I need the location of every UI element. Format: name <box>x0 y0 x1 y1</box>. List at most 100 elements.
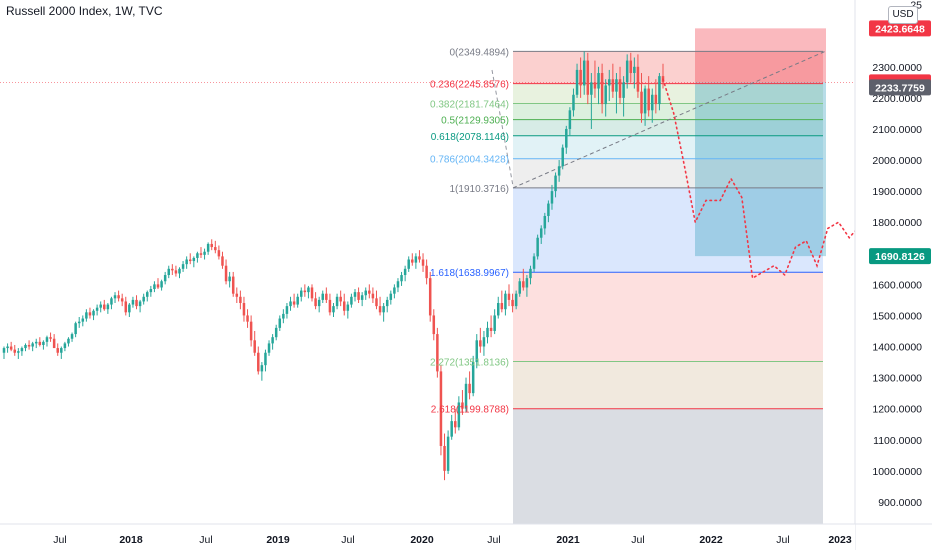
fib-label: 2.618(1199.8788) <box>431 405 509 416</box>
price-tick-label: 1000.0000 <box>872 466 922 478</box>
candle-body <box>568 110 572 129</box>
time-tick-label: Jul <box>487 534 500 546</box>
candle-body <box>654 94 658 105</box>
candle-body <box>425 265 428 279</box>
candle-body <box>507 293 511 300</box>
fib-label: 0.618(2078.1146) <box>431 132 509 143</box>
candle-body <box>285 306 289 314</box>
candle-body <box>647 88 650 111</box>
candle-body <box>278 318 282 328</box>
candle-body <box>532 256 536 269</box>
candle-body <box>149 289 153 293</box>
price-tick-label: 1600.0000 <box>872 279 922 291</box>
fib-bands <box>513 51 823 524</box>
candle-body <box>464 383 468 409</box>
candle-body <box>403 268 407 276</box>
candle-body <box>206 243 210 252</box>
candle-body <box>135 299 138 307</box>
candle-body <box>618 79 622 98</box>
candle-body <box>511 299 514 307</box>
candle-body <box>310 287 314 299</box>
fib-anchor-line <box>491 69 514 187</box>
candle-body <box>92 310 95 316</box>
candle-body <box>142 296 145 302</box>
trend-lines <box>0 50 855 189</box>
candle-body <box>378 306 382 313</box>
price-tick-label: 1200.0000 <box>872 404 922 416</box>
candle-body <box>253 340 256 353</box>
fib-band <box>513 158 823 188</box>
time-tick-label: Jul <box>341 534 354 546</box>
position-tool <box>695 28 826 257</box>
candle-body <box>260 365 264 372</box>
candle-body <box>432 315 436 335</box>
candle-body <box>561 147 564 167</box>
candle-body <box>185 259 188 265</box>
candle-body <box>611 79 615 92</box>
candle-body <box>604 85 607 105</box>
candle-body <box>461 402 464 409</box>
candle-body <box>471 362 475 394</box>
candle-body <box>9 346 13 350</box>
candle-body <box>106 304 110 310</box>
candles <box>2 51 665 481</box>
candle-body <box>436 334 439 372</box>
price-tick-label: 900.0000 <box>878 497 922 509</box>
candle-body <box>146 292 149 297</box>
candle-body <box>321 293 325 300</box>
candle-body <box>103 304 106 310</box>
candle-body <box>421 259 425 266</box>
candle-body <box>658 76 661 105</box>
candle-body <box>178 268 181 274</box>
candle-body <box>590 82 593 95</box>
candle-body <box>428 278 432 316</box>
currency-button[interactable]: USD <box>888 6 918 24</box>
time-tick-label: 2018 <box>119 534 143 546</box>
candle-body <box>267 343 271 353</box>
candle-body <box>350 296 353 305</box>
candle-body <box>303 290 307 293</box>
fib-band <box>513 51 823 84</box>
candle-body <box>214 247 217 251</box>
price-tick-label: 2000.0000 <box>872 155 922 167</box>
candle-body <box>24 344 27 349</box>
price-tag-label: 2233.7759 <box>875 82 925 94</box>
candle-body <box>113 295 117 299</box>
candle-body <box>640 91 643 114</box>
candle-body <box>385 299 389 307</box>
candle-body <box>124 301 128 313</box>
candle-body <box>188 259 192 262</box>
fib-lines <box>513 50 823 410</box>
candle-body <box>368 290 371 294</box>
candle-body <box>346 304 350 311</box>
target-zone <box>695 82 826 257</box>
candle-body <box>579 69 582 86</box>
candle-body <box>6 346 9 349</box>
price-tag-bg <box>869 248 931 265</box>
candle-body <box>418 256 421 260</box>
candle-body <box>339 296 342 302</box>
candle-body <box>439 371 443 446</box>
candle-body <box>457 402 461 428</box>
candle-body <box>2 348 6 353</box>
candle-body <box>547 203 550 216</box>
candle-body <box>364 290 367 296</box>
candle-body <box>389 293 393 300</box>
candle-body <box>636 66 640 92</box>
time-tick-label: 2022 <box>699 534 723 546</box>
candle-body <box>360 295 364 300</box>
candle-body <box>196 253 199 258</box>
candle-body <box>274 327 278 338</box>
candle-body <box>411 259 414 263</box>
fib-band <box>513 272 823 362</box>
candle-body <box>615 79 618 92</box>
candle-body <box>42 341 45 345</box>
candle-body <box>74 323 77 335</box>
candle-body <box>493 315 496 331</box>
candle-body <box>63 343 67 349</box>
candle-body <box>300 290 303 297</box>
candle-body <box>382 306 385 313</box>
candle-body <box>482 337 486 347</box>
candle-body <box>110 298 113 305</box>
